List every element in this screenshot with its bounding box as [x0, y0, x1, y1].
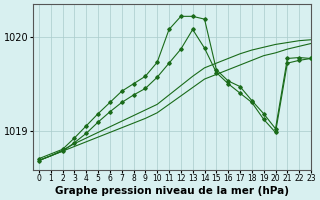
- X-axis label: Graphe pression niveau de la mer (hPa): Graphe pression niveau de la mer (hPa): [55, 186, 289, 196]
